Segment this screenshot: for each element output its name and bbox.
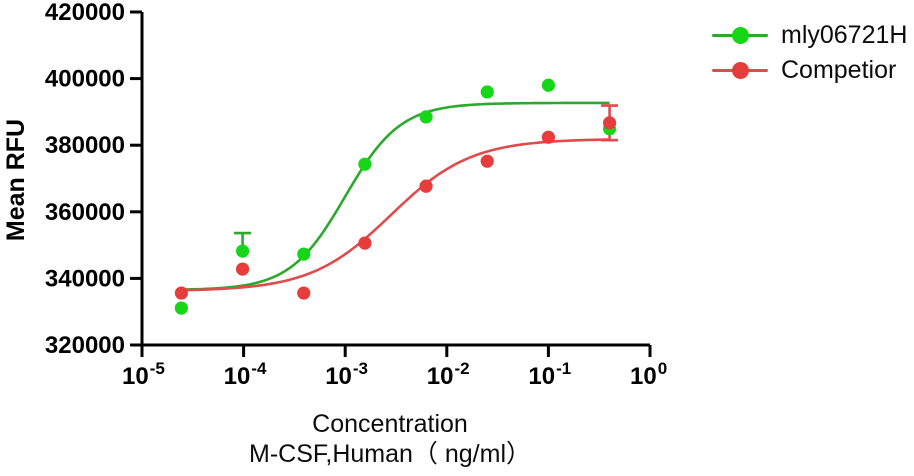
legend-marker-green-icon [712, 26, 768, 45]
x-tick-label: 10-2 [427, 359, 470, 390]
x-axis-title: Concentration M-CSF,Human（ ng/ml） [240, 409, 540, 469]
x-axis-title-line1: Concentration [312, 410, 468, 438]
legend-dot-green [732, 26, 749, 44]
fit-curve-mly06721H [181, 101, 610, 291]
y-tick-label: 320000 [45, 332, 125, 359]
data-point-Competior-3 [358, 236, 372, 250]
data-point-Competior-7 [602, 116, 617, 130]
y-tick-label: 340000 [45, 265, 125, 292]
axes-lines [140, 12, 650, 347]
x-tick-label: 10-3 [325, 359, 368, 390]
y-tick-label: 420000 [45, 0, 125, 26]
legend-item-competior: Competior [712, 53, 907, 88]
fit-curve-Competior [181, 138, 610, 292]
data-point-mly06721H-6 [541, 78, 556, 92]
data-point-Competior-4 [419, 179, 433, 193]
data-point-Competior-5 [480, 154, 494, 168]
legend: mly06721H Competior [712, 18, 907, 88]
data-point-Competior-2 [297, 286, 311, 300]
data-point-mly06721H-0 [174, 301, 188, 315]
legend-marker-red-icon [712, 61, 768, 80]
y-axis-title: Mean RFU [2, 118, 30, 242]
data-point-Competior-6 [541, 130, 556, 144]
legend-label: Competior [781, 56, 897, 84]
legend-label: mly06721H [781, 21, 908, 49]
data-point-mly06721H-1 [235, 244, 250, 258]
x-tick-label: 10-4 [224, 359, 267, 390]
y-tick-label: 400000 [45, 66, 125, 93]
y-tick-label: 380000 [45, 132, 125, 159]
x-axis-title-line2: M-CSF,Human（ ng/ml） [249, 440, 531, 468]
legend-dot-red [732, 61, 749, 79]
data-point-mly06721H-2 [297, 247, 311, 261]
x-tick-label: 10-1 [528, 359, 571, 390]
legend-item-mly06721H: mly06721H [712, 18, 907, 53]
x-tick-label: 10-5 [122, 359, 165, 390]
x-tick-label: 100 [630, 359, 667, 390]
data-point-mly06721H-4 [419, 110, 433, 124]
data-point-Competior-1 [235, 262, 250, 276]
data-point-mly06721H-3 [358, 157, 372, 171]
data-point-Competior-0 [174, 286, 188, 300]
y-tick-label: 360000 [45, 199, 125, 226]
data-point-mly06721H-5 [480, 85, 494, 99]
